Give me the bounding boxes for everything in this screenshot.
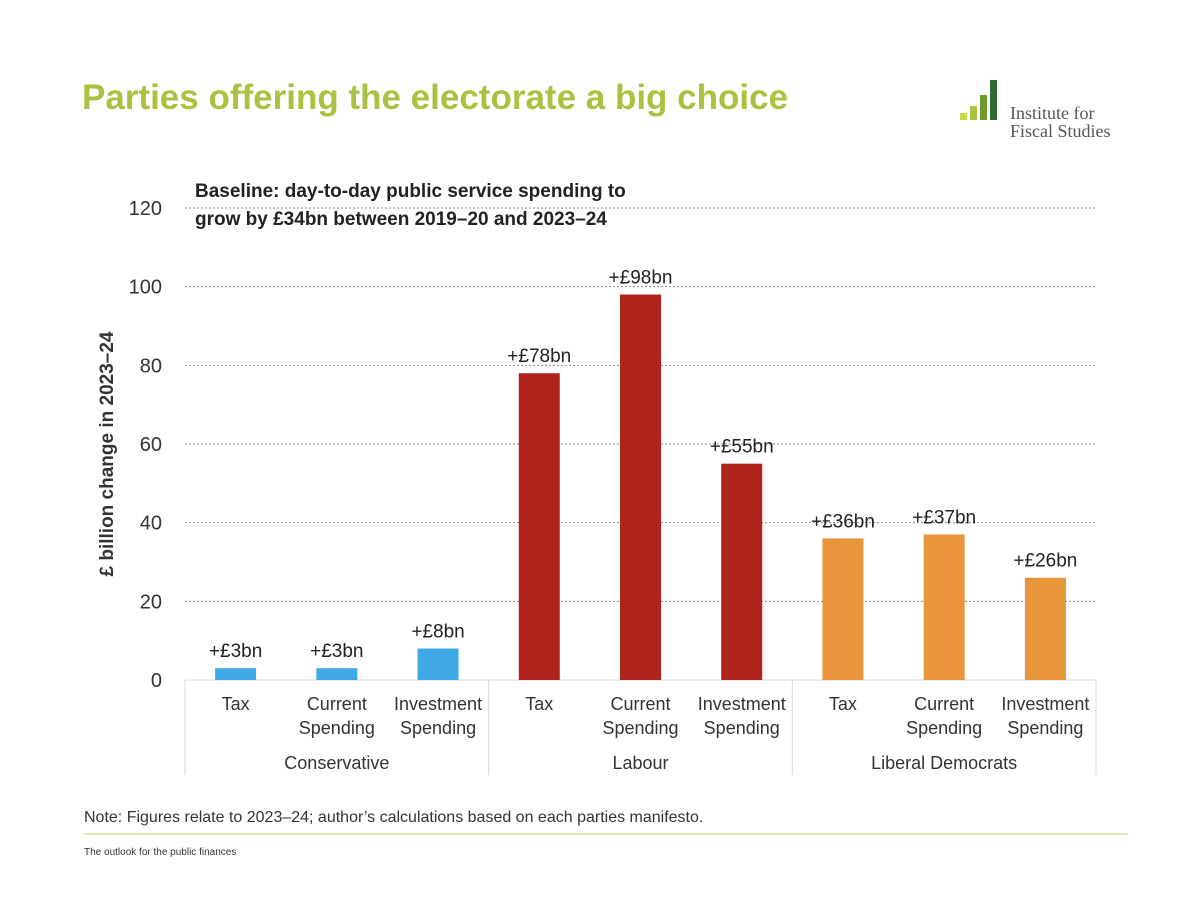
data-label: +£78bn bbox=[507, 346, 571, 367]
group-label: Liberal Democrats bbox=[871, 753, 1017, 773]
group-label: Conservative bbox=[284, 753, 389, 773]
x-category-label: Spending bbox=[1007, 718, 1083, 738]
bar bbox=[215, 668, 257, 680]
data-label: +£98bn bbox=[609, 268, 673, 289]
x-category-label: Investment bbox=[1001, 694, 1089, 714]
data-label: +£37bn bbox=[912, 507, 976, 528]
data-label: +£3bn bbox=[310, 641, 363, 662]
y-axis-title: £ billion change in 2023–24 bbox=[97, 331, 118, 576]
y-tick-label: 60 bbox=[140, 434, 162, 456]
bar bbox=[620, 294, 661, 680]
y-tick-label: 120 bbox=[129, 198, 162, 220]
bar bbox=[1024, 577, 1066, 680]
bar-chart: 0 20 40 60 80 100 120 £ billion change in 2023–… bbox=[97, 181, 1097, 775]
y-tick-label: 100 bbox=[129, 277, 162, 299]
x-category-label: Spending bbox=[299, 718, 375, 738]
bar bbox=[518, 373, 560, 680]
chart-note: Note: Figures relate to 2023–24; author’… bbox=[84, 809, 704, 826]
footer-divider bbox=[84, 833, 1128, 835]
x-category-label: Investment bbox=[698, 694, 786, 714]
y-tick-label: 20 bbox=[140, 591, 162, 613]
baseline-annotation: Baseline: day-to-day public service spen… bbox=[195, 181, 626, 202]
logo-bars-icon bbox=[960, 80, 997, 120]
logo-text-line1: Institute for bbox=[1010, 103, 1095, 123]
bar bbox=[721, 463, 763, 680]
bar bbox=[417, 648, 459, 680]
x-category-label: Tax bbox=[829, 694, 857, 714]
ifs-logo: Institute for Fiscal Studies bbox=[958, 80, 1148, 140]
logo-text-line2: Fiscal Studies bbox=[1010, 121, 1111, 141]
x-category-label: Spending bbox=[906, 718, 982, 738]
x-category-label: Current bbox=[610, 694, 670, 714]
y-tick-label: 80 bbox=[140, 355, 162, 377]
y-tick-label: 40 bbox=[140, 513, 162, 535]
bar bbox=[923, 534, 965, 680]
x-category-label: Current bbox=[307, 694, 367, 714]
x-category-label: Spending bbox=[400, 718, 476, 738]
bar bbox=[822, 538, 864, 680]
x-category-label: Investment bbox=[394, 694, 482, 714]
data-label: +£36bn bbox=[811, 511, 875, 532]
bar bbox=[316, 668, 358, 680]
group-label: Labour bbox=[612, 753, 668, 773]
logo-text: Institute for Fiscal Studies bbox=[1010, 104, 1111, 140]
x-category-label: Current bbox=[914, 694, 974, 714]
x-category-label: Spending bbox=[704, 718, 780, 738]
baseline-annotation: grow by £34bn between 2019–20 and 2023–2… bbox=[195, 209, 607, 230]
data-label: +£55bn bbox=[710, 437, 774, 458]
footer-text: The outlook for the public finances bbox=[84, 847, 237, 858]
data-label: +£8bn bbox=[411, 622, 464, 643]
slide-title: Parties offering the electorate a big ch… bbox=[82, 78, 789, 117]
x-category-label: Tax bbox=[222, 694, 250, 714]
data-label: +£3bn bbox=[209, 641, 262, 662]
data-label: +£26bn bbox=[1013, 551, 1077, 572]
x-category-label: Tax bbox=[525, 694, 553, 714]
x-category-label: Spending bbox=[602, 718, 678, 738]
y-tick-label: 0 bbox=[151, 670, 162, 692]
